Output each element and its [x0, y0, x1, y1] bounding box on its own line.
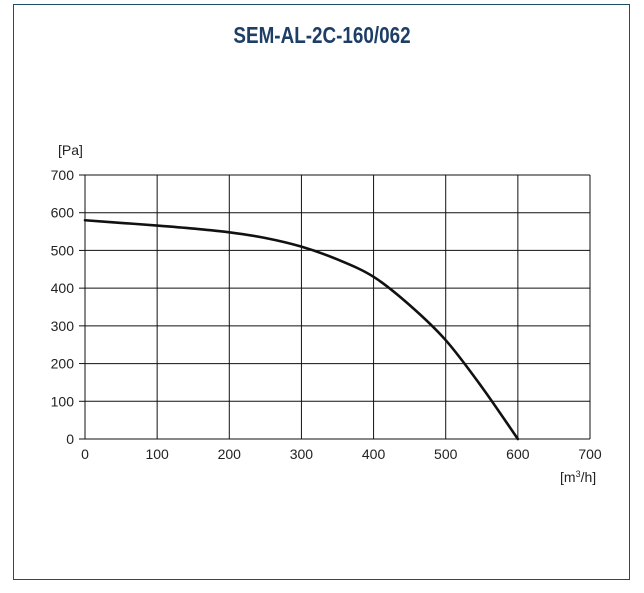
x-axis-label: [m3/h] [560, 469, 596, 485]
x-tick-label: 600 [506, 446, 530, 462]
y-tick-label: 500 [51, 242, 75, 258]
series-line [83, 218, 520, 441]
x-tick-label: 400 [362, 446, 386, 462]
chart-title: SEM-AL-2C-160/062 [233, 22, 411, 48]
y-tick-label: 400 [51, 280, 75, 296]
chart-frame [13, 4, 630, 580]
x-tick-label: 300 [290, 446, 314, 462]
grid [79, 174, 591, 440]
y-tick-label: 600 [51, 205, 75, 221]
x-tick-label: 200 [218, 446, 242, 462]
y-tick-labels: 0 100 200 300 400 500 600 700 [51, 167, 75, 447]
x-tick-label: 100 [145, 446, 169, 462]
x-tick-label: 0 [81, 446, 89, 462]
y-tick-label: 200 [51, 356, 75, 372]
y-tick-label: 300 [51, 318, 75, 334]
y-tick-label: 100 [51, 393, 75, 409]
y-tick-label: 700 [51, 167, 75, 183]
x-tick-labels: 0 100 200 300 400 500 600 700 [81, 446, 602, 462]
y-axis-label: [Pa] [58, 142, 83, 158]
x-tick-label: 500 [434, 446, 458, 462]
x-tick-label: 700 [578, 446, 602, 462]
y-tick-label: 0 [66, 431, 74, 447]
